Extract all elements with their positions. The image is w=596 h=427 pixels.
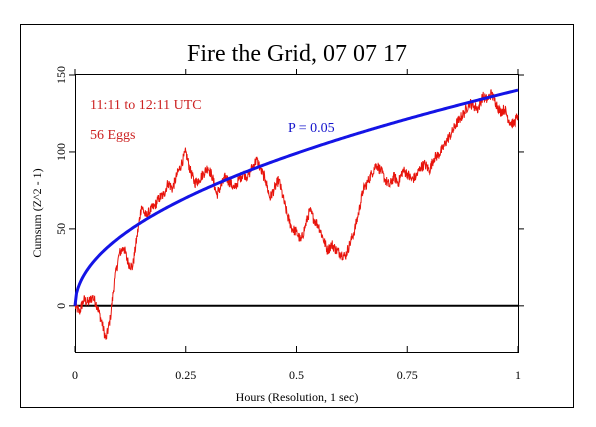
x-tick-label: 0.75 — [397, 368, 418, 382]
x-tick-label: 0 — [72, 368, 78, 382]
p-value-annotation: P = 0.05 — [288, 121, 335, 136]
y-tick-label: 100 — [54, 143, 68, 161]
figure-frame — [20, 24, 574, 408]
x-tick-label: 0.5 — [289, 368, 304, 382]
x-tick-label: 0.25 — [175, 368, 196, 382]
x-tick-labels: 0 0.25 0.5 0.75 1 — [72, 368, 521, 382]
y-tick-label: 50 — [54, 223, 68, 235]
y-tick-labels: 0 50 100 150 — [54, 66, 68, 309]
y-tick-label: 0 — [54, 303, 68, 309]
y-tick-label: 150 — [54, 66, 68, 84]
axis-ticks — [69, 69, 524, 352]
chart-title: Fire the Grid, 07 07 17 — [187, 41, 407, 67]
y-axis-label: Cumsum (Z^2 - 1) — [30, 168, 44, 257]
x-axis-label: Hours (Resolution, 1 sec) — [236, 390, 359, 404]
cumsum-series-line — [74, 89, 519, 340]
eggs-annotation: 56 Eggs — [90, 128, 136, 143]
x-tick-label: 1 — [515, 368, 521, 382]
p-envelope-curve — [73, 88, 519, 307]
time-range-annotation: 11:11 to 12:11 UTC — [90, 98, 202, 113]
